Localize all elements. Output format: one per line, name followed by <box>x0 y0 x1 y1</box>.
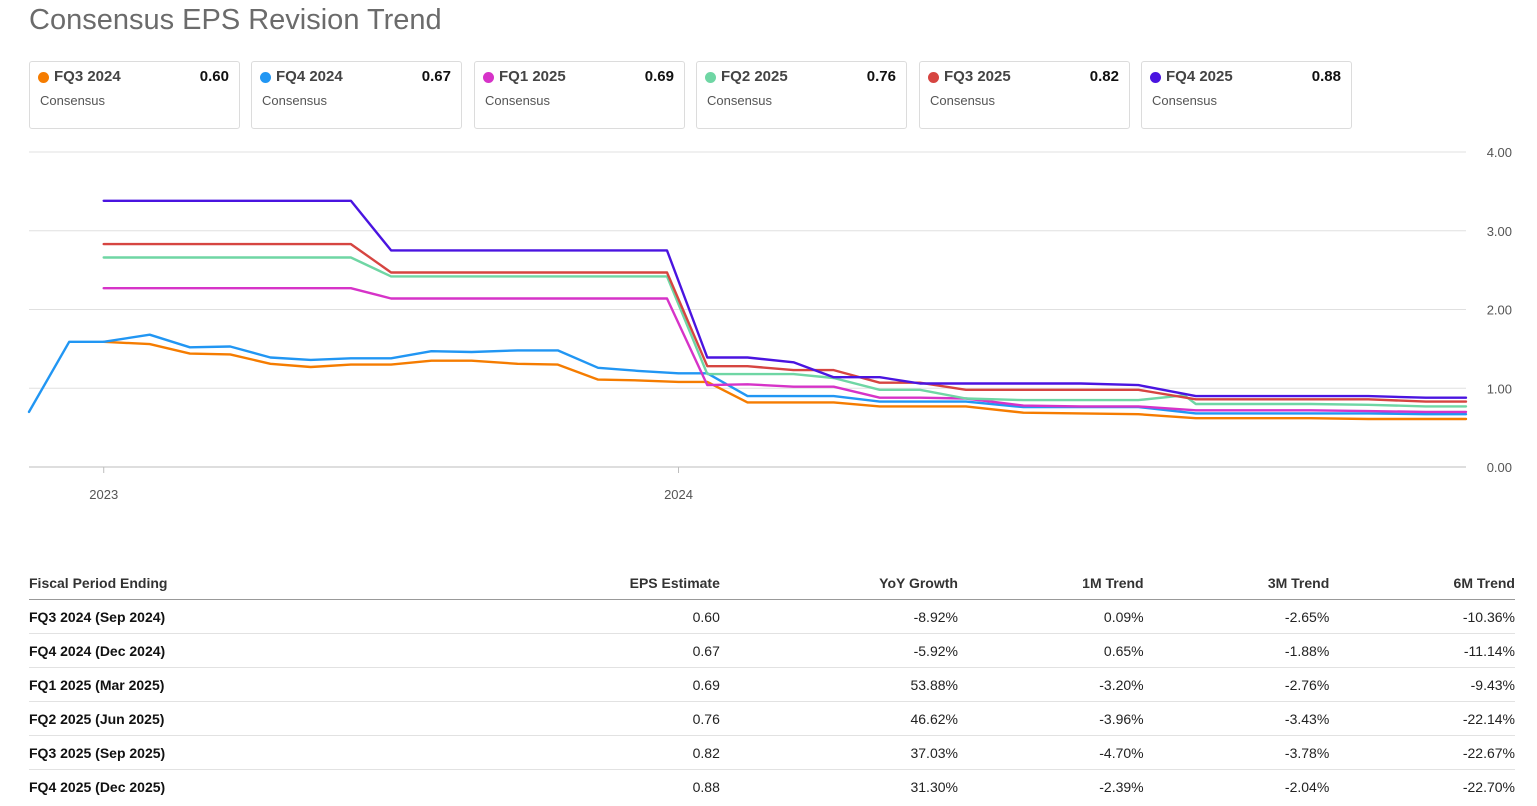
y-tick-label: 3.00 <box>1487 224 1512 239</box>
series-line-fq4-2025 <box>102 199 1468 399</box>
table-row: FQ3 2025 (Sep 2025) 0.82 37.03% -4.70% -… <box>29 735 1515 770</box>
card-sub: Consensus <box>262 93 328 108</box>
table-row: FQ4 2024 (Dec 2024) 0.67 -5.92% 0.65% -1… <box>29 633 1515 668</box>
chart-series <box>27 199 1468 421</box>
card-sub: Consensus <box>707 93 773 108</box>
table-row: FQ1 2025 (Mar 2025) 0.69 53.88% -3.20% -… <box>29 667 1515 702</box>
legend-dot-icon <box>928 72 939 83</box>
card-value: 0.67 <box>421 68 451 85</box>
table-row: FQ4 2025 (Dec 2025) 0.88 31.30% -2.39% -… <box>29 770 1515 804</box>
x-tick-label: 2024 <box>664 487 693 502</box>
cell-6m: -22.14% <box>1329 701 1515 736</box>
series-line-fq4-2024 <box>27 333 1468 416</box>
col-header-period: Fiscal Period Ending <box>29 569 448 600</box>
cell-period: FQ4 2025 (Dec 2025) <box>29 778 166 795</box>
col-header-6m: 6M Trend <box>1329 569 1515 600</box>
table-row: FQ2 2025 (Jun 2025) 0.76 46.62% -3.96% -… <box>29 701 1515 736</box>
series-line-fq1-2025 <box>102 286 1468 414</box>
cell-estimate: 0.69 <box>447 667 720 702</box>
y-tick-label: 4.00 <box>1487 145 1512 160</box>
y-tick-label: 1.00 <box>1487 381 1512 396</box>
cell-3m: -3.43% <box>1143 701 1330 736</box>
cell-3m: -2.65% <box>1143 599 1330 634</box>
y-tick-label: 0.00 <box>1487 460 1512 475</box>
series-line-fq3-2024 <box>102 340 1468 421</box>
cell-3m: -1.88% <box>1143 633 1330 668</box>
legend-dot-icon <box>260 72 271 83</box>
card-label: FQ3 2025 <box>944 68 1011 85</box>
cell-3m: -3.78% <box>1143 735 1330 770</box>
table-row: FQ3 2024 (Sep 2024) 0.60 -8.92% 0.09% -2… <box>29 599 1515 634</box>
legend-dot-icon <box>705 72 716 83</box>
card-fq2-2025[interactable]: FQ2 2025 0.76 Consensus <box>696 61 907 129</box>
card-label: FQ4 2025 <box>1166 68 1233 85</box>
card-sub: Consensus <box>930 93 996 108</box>
card-label: FQ3 2024 <box>54 68 121 85</box>
cell-1m: 0.09% <box>957 599 1144 634</box>
col-header-yoy: YoY Growth <box>719 569 958 600</box>
cell-6m: -9.43% <box>1329 667 1515 702</box>
cell-6m: -22.67% <box>1329 735 1515 770</box>
chart-x-axis: 2023 2024 <box>89 467 693 502</box>
cell-yoy: -8.92% <box>719 599 958 634</box>
cell-1m: -2.39% <box>1099 778 1144 795</box>
card-sub: Consensus <box>40 93 106 108</box>
cell-estimate: 0.82 <box>447 735 720 770</box>
card-label: FQ4 2024 <box>276 68 343 85</box>
cell-yoy: 31.30% <box>910 778 958 795</box>
cell-3m: -2.04% <box>1284 778 1330 795</box>
card-sub: Consensus <box>1152 93 1218 108</box>
cell-3m: -2.76% <box>1143 667 1330 702</box>
cell-1m: -4.70% <box>957 735 1144 770</box>
card-fq1-2025[interactable]: FQ1 2025 0.69 Consensus <box>474 61 685 129</box>
cell-estimate: 0.88 <box>692 778 720 795</box>
cell-estimate: 0.60 <box>447 599 720 634</box>
card-value: 0.82 <box>1089 68 1119 85</box>
cell-period: FQ1 2025 (Mar 2025) <box>29 667 448 702</box>
table-header-row: Fiscal Period Ending EPS Estimate YoY Gr… <box>29 569 1515 600</box>
card-label: FQ1 2025 <box>499 68 566 85</box>
card-value: 0.60 <box>199 68 229 85</box>
card-value: 0.88 <box>1311 68 1341 85</box>
legend-dot-icon <box>483 72 494 83</box>
y-tick-label: 2.00 <box>1487 303 1512 318</box>
cell-period: FQ4 2024 (Dec 2024) <box>29 633 448 668</box>
card-sub: Consensus <box>485 93 551 108</box>
card-fq3-2024[interactable]: FQ3 2024 0.60 Consensus <box>29 61 240 129</box>
card-fq3-2025[interactable]: FQ3 2025 0.82 Consensus <box>919 61 1130 129</box>
cell-6m: -22.70% <box>1462 778 1515 795</box>
cell-estimate: 0.67 <box>447 633 720 668</box>
series-line-fq3-2025 <box>102 242 1468 403</box>
cell-yoy: 53.88% <box>719 667 958 702</box>
cell-period: FQ3 2024 (Sep 2024) <box>29 599 448 634</box>
cell-6m: -11.14% <box>1329 633 1515 668</box>
cell-yoy: 46.62% <box>719 701 958 736</box>
col-header-estimate: EPS Estimate <box>447 569 720 600</box>
card-fq4-2024[interactable]: FQ4 2024 0.67 Consensus <box>251 61 462 129</box>
cell-yoy: 37.03% <box>719 735 958 770</box>
cell-period: FQ3 2025 (Sep 2025) <box>29 735 448 770</box>
series-line-fq2-2025 <box>102 256 1468 408</box>
cell-6m: -10.36% <box>1329 599 1515 634</box>
legend-dot-icon <box>38 72 49 83</box>
col-header-1m: 1M Trend <box>957 569 1144 600</box>
x-tick-label: 2023 <box>89 487 118 502</box>
card-fq4-2025[interactable]: FQ4 2025 0.88 Consensus <box>1141 61 1352 129</box>
col-header-3m: 3M Trend <box>1143 569 1330 600</box>
cell-1m: 0.65% <box>957 633 1144 668</box>
card-label: FQ2 2025 <box>721 68 788 85</box>
page-title: Consensus EPS Revision Trend <box>29 4 442 36</box>
cell-1m: -3.20% <box>957 667 1144 702</box>
card-value: 0.69 <box>644 68 674 85</box>
eps-table: Fiscal Period Ending EPS Estimate YoY Gr… <box>29 569 1515 803</box>
cell-estimate: 0.76 <box>447 701 720 736</box>
legend-dot-icon <box>1150 72 1161 83</box>
cell-period: FQ2 2025 (Jun 2025) <box>29 701 448 736</box>
eps-trend-chart: 4.00 3.00 2.00 1.00 0.00 2023 2024 <box>27 145 1512 502</box>
cell-1m: -3.96% <box>957 701 1144 736</box>
card-value: 0.76 <box>866 68 896 85</box>
cell-yoy: -5.92% <box>719 633 958 668</box>
chart-grid: 4.00 3.00 2.00 1.00 0.00 <box>29 145 1512 475</box>
